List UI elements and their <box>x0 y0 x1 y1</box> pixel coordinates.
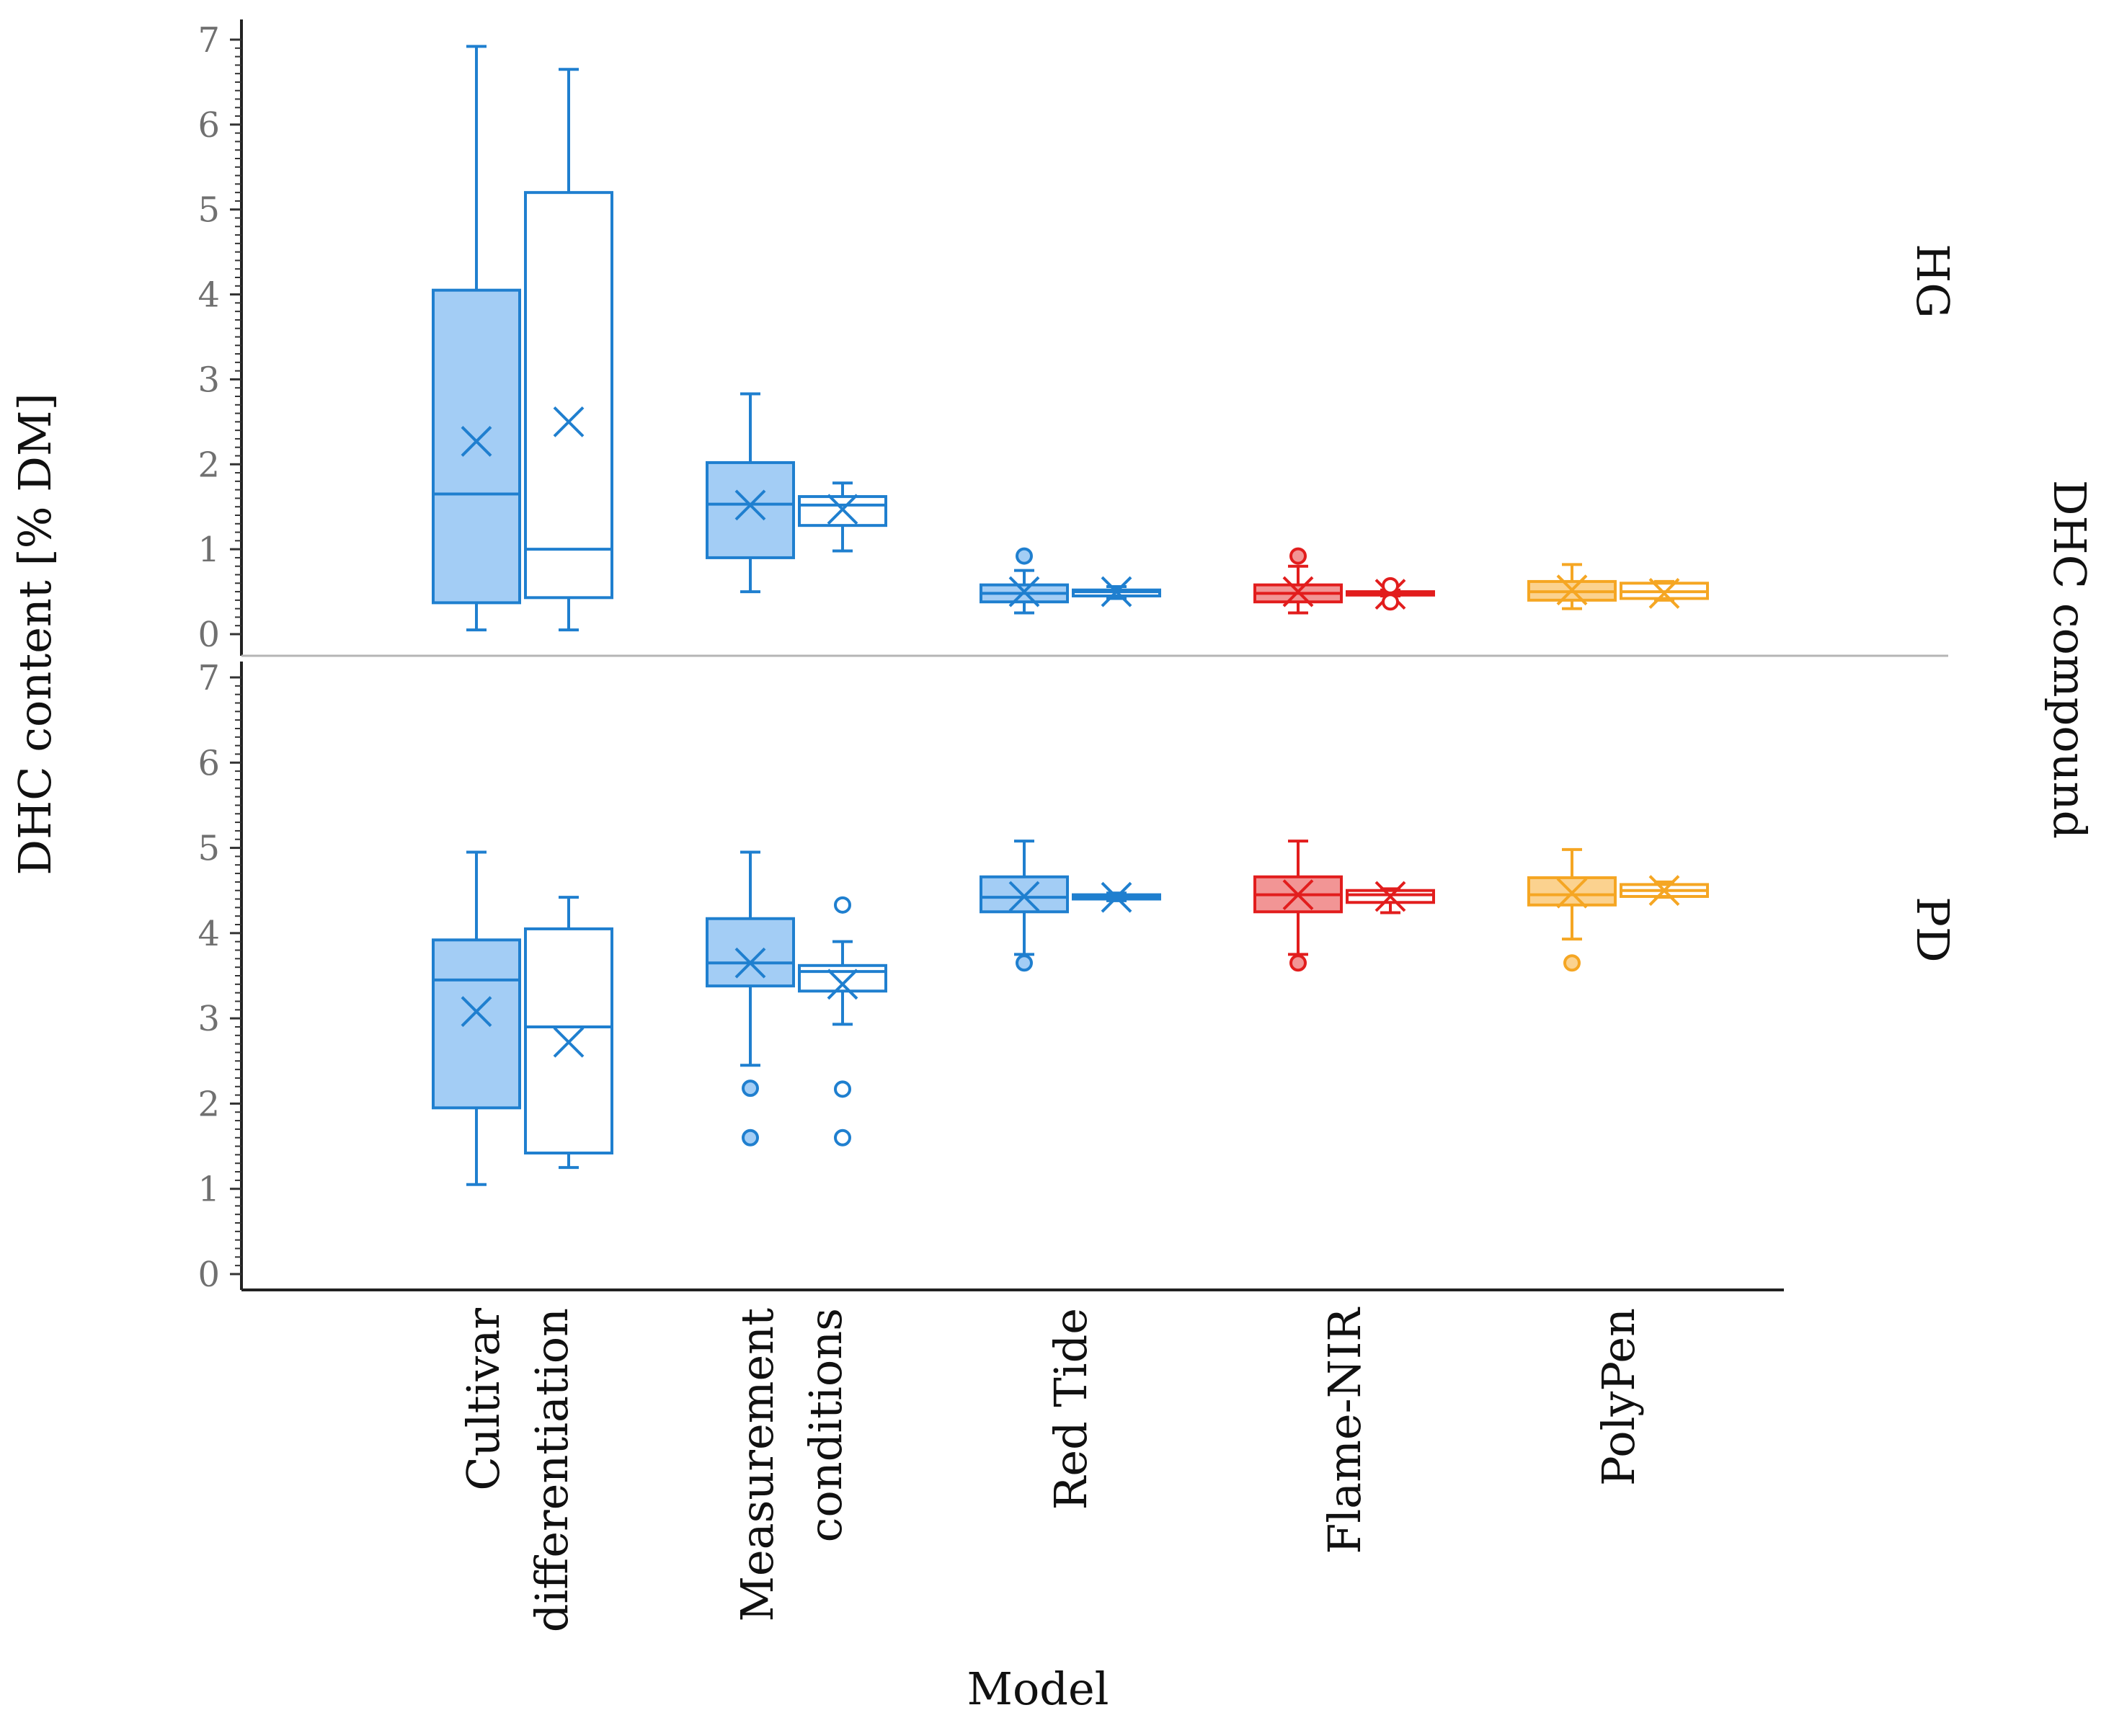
axes-layer <box>230 19 1948 1291</box>
y-tick-label: 1 <box>197 1170 220 1210</box>
box-group-pd-flame-filled <box>1253 840 1343 972</box>
mean-marker <box>827 969 858 1000</box>
outlier-point <box>1016 547 1033 565</box>
mean-marker <box>1282 576 1314 607</box>
box-iqr <box>432 288 521 605</box>
mean-marker <box>461 996 492 1028</box>
x-category-label-line: Cultivar <box>457 1308 510 1491</box>
y-tick-label: 7 <box>197 658 220 698</box>
box-group-pd-flame-open <box>1346 881 1435 914</box>
box-group-hg-flame-filled <box>1253 547 1343 615</box>
y-tick-label: 0 <box>197 615 220 655</box>
box-group-pd-polypen-filled <box>1527 847 1617 972</box>
box-group-pd-measurement-open <box>798 896 887 1147</box>
boxes-layer <box>432 45 1709 1186</box>
outlier-point <box>1016 954 1033 972</box>
box-iqr <box>980 875 1069 914</box>
y-axis-title: DHC content [% DM] <box>9 393 61 875</box>
box-group-pd-cultivar-filled <box>432 850 521 1186</box>
box-group-pd-measurement-filled <box>706 850 795 1147</box>
x-category-label-flame: Flame-NIR <box>1318 1307 1371 1554</box>
box-group-hg-cultivar-open <box>524 68 613 632</box>
outlier-point <box>1289 547 1307 565</box>
mean-marker <box>1648 875 1680 907</box>
mean-marker <box>1101 576 1132 607</box>
box-group-hg-polypen-filled <box>1527 563 1617 610</box>
mean-marker <box>461 426 492 457</box>
facet-label-pd: PD <box>1906 896 1959 962</box>
x-category-label-line: Measurement <box>731 1308 783 1622</box>
mean-marker <box>1648 578 1680 609</box>
mean-marker <box>1008 576 1040 607</box>
y-tick-label: 7 <box>197 20 220 61</box>
box-group-pd-redtide-open <box>1072 881 1161 913</box>
box-iqr <box>432 938 521 1110</box>
y-tick-label: 1 <box>197 530 220 570</box>
y-tick-label: 4 <box>197 275 220 316</box>
y-tick-label: 3 <box>197 999 220 1039</box>
mean-marker <box>1556 574 1588 606</box>
outlier-point <box>834 1080 851 1098</box>
x-category-label-line: Flame-NIR <box>1318 1307 1371 1554</box>
box-group-hg-measurement-filled <box>706 392 795 594</box>
facet-label-hg: HG <box>1906 244 1959 319</box>
y-tick-label: 6 <box>197 105 220 146</box>
y-tick-label: 6 <box>197 743 220 783</box>
mean-marker <box>553 406 585 437</box>
labels-layer: DHC content [% DM] Model DHC compound HG… <box>9 20 2096 1715</box>
box-group-hg-flame-open <box>1346 577 1435 611</box>
y-tick-label: 2 <box>197 1084 220 1124</box>
y-tick-label: 4 <box>197 914 220 954</box>
y-tick-label: 2 <box>197 445 220 485</box>
outlier-point <box>1563 954 1581 972</box>
y-tick-label: 5 <box>197 190 220 231</box>
y-tick-label: 5 <box>197 829 220 869</box>
mean-marker <box>734 489 766 521</box>
outlier-point <box>742 1080 759 1098</box>
box-group-pd-cultivar-open <box>524 896 613 1170</box>
outlier-point <box>834 896 851 914</box>
box-group-hg-cultivar-filled <box>432 45 521 632</box>
x-category-label-polypen: PolyPen <box>1592 1308 1645 1486</box>
box-group-hg-redtide-filled <box>980 547 1069 615</box>
x-category-label-measurement: Measurement conditions <box>731 1308 852 1622</box>
mean-marker <box>1101 881 1132 913</box>
facet-strip-title: DHC compound <box>2043 480 2096 839</box>
box-group-hg-measurement-open <box>798 481 887 553</box>
box-group-hg-redtide-open <box>1072 576 1161 607</box>
outlier-point <box>834 1129 851 1147</box>
box-group-pd-polypen-open <box>1620 875 1709 907</box>
y-tick-label: 0 <box>197 1255 220 1295</box>
outlier-point <box>742 1129 759 1147</box>
box-iqr <box>706 460 795 559</box>
mean-marker <box>1282 879 1314 911</box>
y-tick-label: 3 <box>197 360 220 400</box>
outlier-point <box>1382 577 1399 595</box>
mean-marker <box>1008 881 1040 912</box>
box-group-pd-redtide-filled <box>980 840 1069 972</box>
mean-marker <box>1556 877 1588 909</box>
mean-marker <box>1374 881 1406 912</box>
box-iqr <box>798 963 887 993</box>
outlier-point <box>1382 593 1399 611</box>
x-category-label-line: Red Tide <box>1044 1308 1097 1510</box>
x-category-label-line: conditions <box>799 1308 852 1542</box>
box-iqr <box>524 191 613 600</box>
x-category-label-cultivar: Cultivar differentiation <box>457 1308 578 1633</box>
mean-marker <box>734 947 766 979</box>
x-category-label-line: differentiation <box>525 1308 578 1632</box>
mean-marker <box>553 1026 585 1058</box>
x-axis-title: Model <box>967 1662 1109 1715</box>
outlier-point <box>1289 954 1307 972</box>
x-category-label-line: PolyPen <box>1592 1308 1645 1486</box>
box-iqr <box>706 917 795 988</box>
mean-marker <box>827 494 858 525</box>
x-category-label-redtide: Red Tide <box>1044 1308 1097 1510</box>
box-group-hg-polypen-open <box>1620 578 1709 609</box>
